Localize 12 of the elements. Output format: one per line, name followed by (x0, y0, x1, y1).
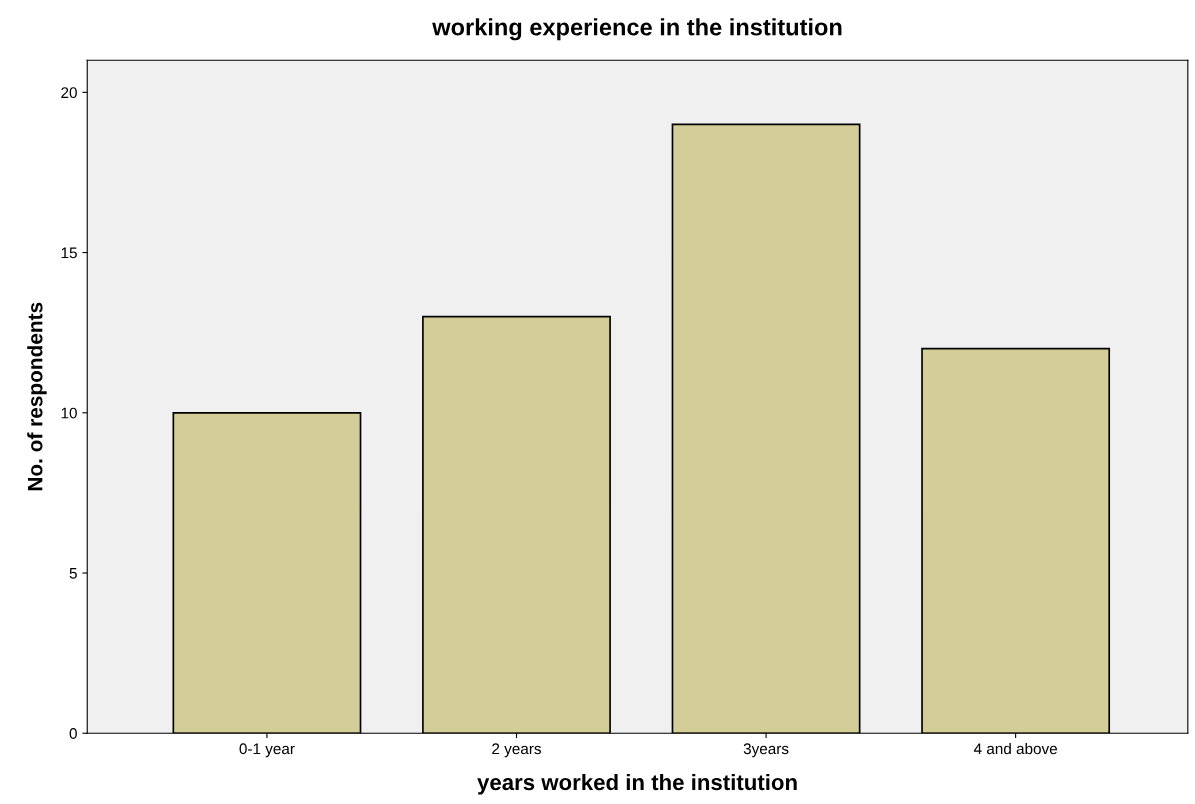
x-tick-label: 4 and above (973, 742, 1057, 755)
y-tick-label: 10 (61, 407, 77, 419)
y-tick-label: 0 (69, 728, 77, 739)
y-tick-label: 20 (61, 87, 77, 99)
x-tick-label: 2 years (492, 743, 541, 758)
chart-title: working experience in the institution (432, 18, 842, 41)
y-axis-title: No. of respondents (27, 302, 47, 491)
y-tick-label: 15 (61, 247, 77, 259)
x-tick-label: 3years (743, 743, 789, 758)
x-tick-label: 0-1 year (239, 743, 295, 758)
y-tick-label: 5 (69, 568, 77, 579)
x-axis-title: years worked in the institution (477, 773, 797, 795)
